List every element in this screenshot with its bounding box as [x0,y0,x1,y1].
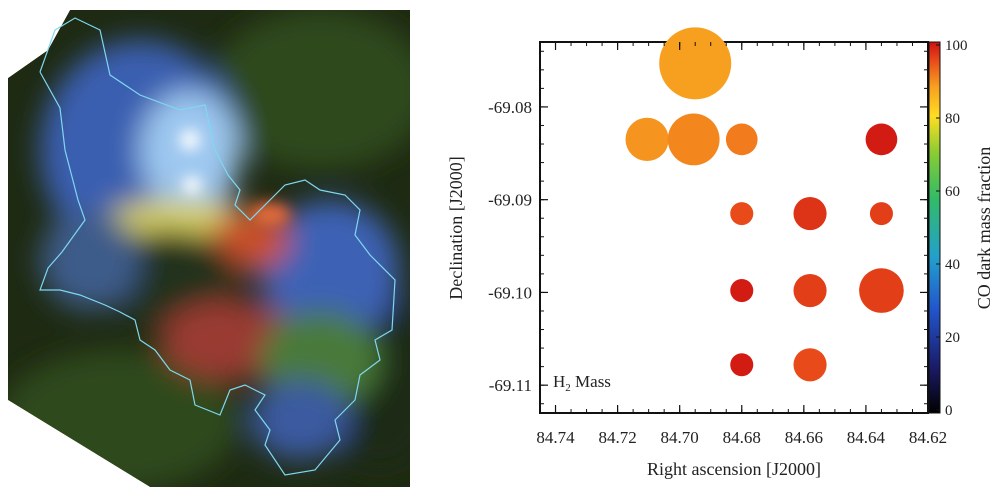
x-tick-label: 84.72 [598,428,636,447]
data-point [859,268,904,313]
colorbar-tick-label: 20 [945,330,960,346]
data-point [730,202,754,226]
x-tick-label: 84.62 [909,428,947,447]
plot-area [539,41,929,414]
colorbar-tick-label: 40 [945,257,960,273]
colorbar-tick-label: 100 [945,38,968,54]
h2-mass-annotation-sub: 2 [565,382,571,394]
data-point [667,113,720,166]
colorbar-tick-label: 0 [945,403,953,419]
data-point [793,274,827,308]
h2-mass-annotation-main: H [553,372,565,391]
y-tick-label: -69.08 [488,98,532,117]
data-point [865,123,898,156]
data-point [793,197,827,231]
nebula-composite-image [0,0,410,487]
x-axis-ticks: 84.74 84.72 84.70 84.68 84.66 84.64 84.62 [536,42,947,447]
x-axis-title: Right ascension [J2000] [647,459,821,479]
colorbar-tick-label: 80 [945,111,960,127]
colorbar-ticks: 0 20 40 60 80 100 [936,38,968,419]
data-point [730,279,754,303]
x-tick-label: 84.74 [536,428,575,447]
colorbar-tick-label: 60 [945,184,960,200]
y-tick-label: -69.11 [489,376,532,395]
x-tick-label: 84.68 [723,428,761,447]
y-axis-title: Declination [J2000] [446,156,466,299]
scatter-chart: 84.74 84.72 84.70 84.68 84.66 84.64 84.62 -69.… [446,27,994,479]
y-axis-ticks: -69.08 -69.09 -69.10 -69.11 [488,50,928,405]
x-tick-label: 84.66 [785,428,823,447]
data-point [725,123,758,156]
x-tick-label: 84.64 [847,428,886,447]
data-point [625,117,669,161]
region-outline [39,17,396,476]
data-point [730,353,754,377]
h2-mass-annotation: H2 Mass [553,372,611,394]
y-tick-label: -69.09 [488,191,532,210]
data-point [659,27,732,100]
data-point [869,202,893,226]
colorbar: 0 20 40 60 80 100 CO dark mass fraction [928,38,994,419]
h2-mass-annotation-rest: Mass [571,372,611,391]
y-tick-label: -69.10 [488,283,532,302]
data-point [793,348,827,382]
colorbar-gradient [928,41,941,414]
colorbar-title: CO dark mass fraction [974,147,994,309]
x-tick-label: 84.70 [661,428,699,447]
data-points [625,27,904,382]
